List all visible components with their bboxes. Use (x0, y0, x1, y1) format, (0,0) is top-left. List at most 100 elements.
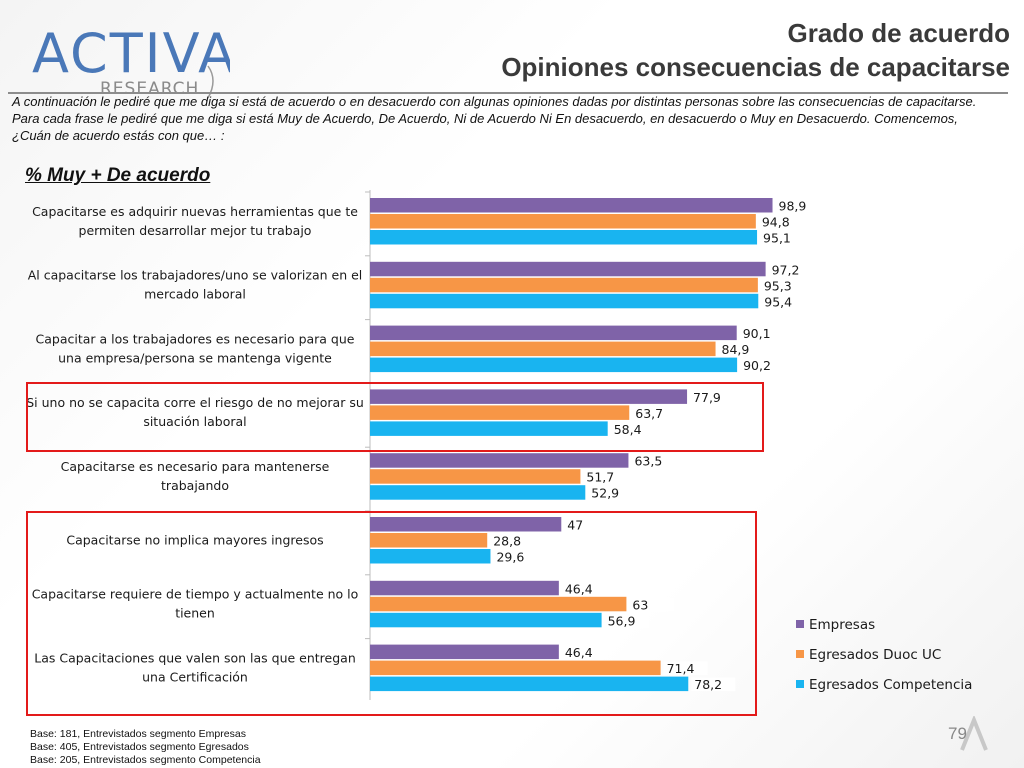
legend-swatch (796, 680, 804, 688)
bar-egresados-duoc (370, 405, 630, 420)
category-label: situación laboral (143, 414, 246, 429)
data-label-bg (583, 470, 628, 484)
data-label-bg (629, 597, 674, 612)
bar-empresas (370, 261, 766, 277)
data-label-bg (493, 550, 538, 564)
data-label-bg (740, 358, 785, 373)
data-label-bg (758, 215, 803, 229)
data-label: 28,8 (493, 534, 521, 549)
data-label-bg (761, 294, 806, 309)
data-label: 71,4 (667, 661, 695, 676)
title-line-2: Opiniones consecuencias de capacitarse (501, 52, 1010, 82)
data-label: 95,1 (763, 231, 791, 246)
data-label-bg (690, 390, 735, 404)
bar-empresas (370, 580, 559, 596)
data-label: 58,4 (614, 422, 642, 437)
bar-egresados-duoc (370, 469, 581, 484)
category-label: Capacitarse es adquirir nuevas herramien… (32, 204, 358, 219)
category-label: Capacitar a los trabajadores es necesari… (36, 331, 355, 346)
data-label: 78,2 (694, 677, 722, 692)
category-label: mercado laboral (144, 287, 246, 302)
data-label-bg (564, 518, 609, 532)
data-label: 95,4 (764, 294, 792, 309)
category-label: Las Capacitaciones que valen son las que… (34, 650, 356, 665)
bar-empresas (370, 325, 737, 341)
legend-label: Egresados Duoc UC (809, 647, 941, 663)
category-label: una Certificación (142, 669, 248, 684)
legend-swatch (796, 620, 804, 628)
data-label: 63,5 (634, 454, 662, 469)
data-label: 95,3 (764, 278, 792, 293)
highlight-box-bottom-group (26, 511, 757, 716)
bar-egresados-competencia (370, 421, 608, 436)
data-label-bg (691, 677, 736, 692)
footer-bases: Base: 181, Entrevistados segmento Empres… (30, 728, 261, 767)
legend-label: Empresas (809, 617, 875, 633)
data-label-bg (631, 454, 676, 468)
category-label: Si uno no se capacita corre el riesgo de… (26, 395, 364, 410)
data-label-bg (610, 422, 655, 436)
bar-egresados-duoc (370, 214, 756, 229)
data-label: 98,9 (779, 199, 807, 214)
data-label-bg (760, 278, 805, 293)
data-label: 52,9 (591, 486, 619, 501)
activa-research-logo: ACTIVA RESEARCH (32, 22, 230, 99)
data-label: 97,2 (772, 262, 800, 277)
bar-egresados-competencia (370, 676, 689, 692)
data-label-bg (632, 406, 677, 420)
data-label: 46,4 (565, 645, 593, 660)
data-label: 46,4 (565, 581, 593, 596)
header-divider (8, 92, 1008, 94)
data-label-bg (588, 486, 633, 500)
legend-swatch (796, 650, 804, 658)
bar-egresados-competencia (370, 357, 738, 373)
bar-empresas (370, 517, 562, 532)
data-label-bg (718, 342, 763, 357)
data-label: 94,8 (762, 215, 790, 230)
legend-label: Egresados Competencia (809, 677, 972, 693)
bar-egresados-duoc (370, 660, 661, 676)
category-label: tienen (175, 606, 215, 621)
bar-empresas (370, 453, 629, 468)
logo-sub-text: RESEARCH (100, 79, 199, 99)
data-label: 56,9 (608, 613, 636, 628)
bar-empresas (370, 198, 773, 213)
bar-egresados-competencia (370, 485, 586, 500)
category-label: permiten desarrollar mejor tu trabajo (79, 223, 312, 238)
chart-subtitle: % Muy + De acuerdo (25, 165, 211, 186)
category-label: Capacitarse requiere de tiempo y actualm… (32, 587, 359, 602)
data-label: 77,9 (693, 390, 721, 405)
category-label: trabajando (161, 478, 229, 493)
data-label: 90,2 (743, 358, 771, 373)
data-label-bg (760, 231, 805, 245)
footer-base-empresas: Base: 181, Entrevistados segmento Empres… (30, 728, 246, 740)
bar-egresados-duoc (370, 277, 758, 293)
category-label: una empresa/persona se mantenga vigente (58, 350, 332, 365)
data-label: 84,9 (722, 342, 750, 357)
data-label-bg (768, 262, 813, 277)
data-label-bg (663, 661, 708, 676)
bar-egresados-duoc (370, 596, 627, 612)
data-label: 90,1 (743, 326, 771, 341)
page-number: 79 (948, 724, 967, 743)
data-label-bg (775, 199, 820, 213)
footer-base-competencia: Base: 205, Entrevistados segmento Compet… (30, 754, 261, 766)
bar-egresados-competencia (370, 549, 491, 564)
highlight-box-riesgo (26, 382, 764, 452)
data-label-bg (561, 645, 606, 660)
logo-brand-text: ACTIVA (32, 22, 230, 85)
category-label: Capacitarse no implica mayores ingresos (66, 532, 323, 547)
bar-egresados-duoc (370, 533, 488, 548)
data-label-bg (490, 534, 535, 548)
bar-egresados-competencia (370, 293, 759, 309)
data-label-bg (561, 581, 606, 596)
bar-empresas (370, 644, 559, 660)
category-label: Capacitarse es necesario para mantenerse (61, 459, 330, 474)
bar-empresas (370, 389, 688, 404)
data-label-bg (604, 613, 649, 628)
footer-base-egresados: Base: 405, Entrevistados segmento Egresa… (30, 741, 249, 753)
activa-small-logo (960, 716, 988, 751)
category-label: Al capacitarse los trabajadores/uno se v… (28, 268, 363, 283)
